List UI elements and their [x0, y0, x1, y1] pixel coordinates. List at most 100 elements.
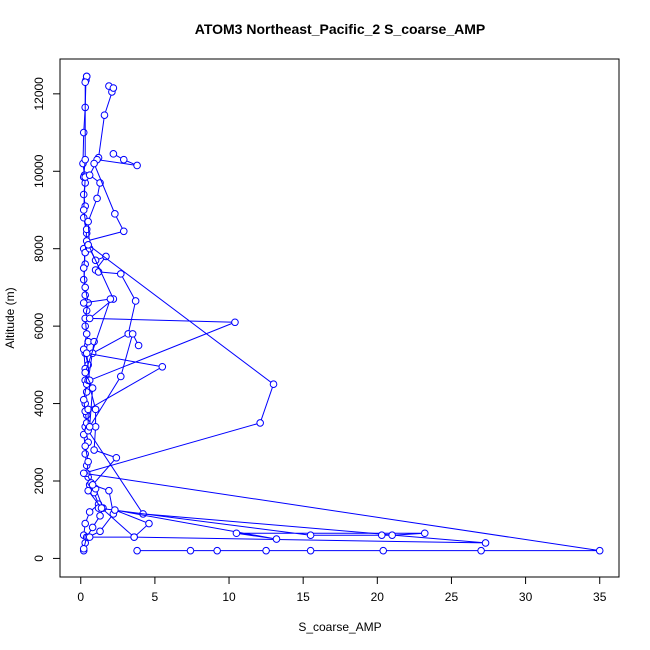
- data-point: [377, 531, 386, 539]
- data-point: [119, 155, 128, 164]
- data-point: [85, 508, 94, 516]
- y-axis: 0 2000 4000 6000 8000 10000 12000: [32, 77, 61, 562]
- data-point: [79, 395, 88, 404]
- series-line: [83, 298, 140, 428]
- data-point: [90, 446, 98, 454]
- data-point: [82, 349, 91, 358]
- data-point: [79, 206, 88, 214]
- data-point: [81, 519, 90, 528]
- data-point: [79, 299, 88, 307]
- data-point: [231, 318, 239, 327]
- data-point: [134, 341, 143, 350]
- x-axis-label: S_coarse_AMP: [298, 620, 381, 634]
- data-point: [81, 322, 90, 330]
- series-line: [87, 490, 425, 540]
- data-point: [79, 469, 88, 478]
- data-point: [85, 171, 94, 179]
- data-point: [96, 512, 104, 520]
- data-point: [477, 546, 485, 555]
- x-tick-label: 15: [296, 590, 310, 604]
- data-point: [82, 330, 91, 338]
- data-point: [379, 546, 388, 555]
- data-series: [79, 72, 107, 553]
- y-tick-label: 0: [32, 555, 46, 562]
- data-point: [111, 210, 119, 218]
- data-point: [84, 241, 92, 249]
- data-point: [85, 314, 94, 323]
- data-point: [145, 519, 153, 528]
- x-tick-label: 25: [445, 590, 459, 604]
- data-point: [232, 529, 241, 538]
- x-axis: 0 5 10 15 20 25 30 35: [77, 576, 607, 604]
- y-axis-label: Altitude (m): [3, 287, 17, 348]
- x-tick-label: 30: [519, 590, 533, 604]
- data-point: [133, 161, 141, 170]
- data-point: [213, 546, 221, 555]
- data-point: [79, 128, 88, 137]
- data-point: [106, 295, 115, 303]
- data-point: [102, 252, 110, 261]
- x-tick-label: 20: [371, 590, 385, 604]
- data-point: [84, 486, 92, 495]
- data-point: [85, 422, 94, 431]
- y-tick-label: 8000: [32, 235, 46, 262]
- data-point: [81, 442, 90, 450]
- data-point: [388, 531, 396, 539]
- data-point: [109, 84, 118, 92]
- data-point: [96, 527, 104, 536]
- data-point: [272, 535, 281, 543]
- x-tick-label: 10: [222, 590, 236, 604]
- y-tick-label: 12000: [32, 77, 46, 111]
- data-point: [481, 539, 490, 547]
- data-point: [79, 264, 88, 272]
- chart-title: ATOM3 Northeast_Pacific_2 S_coarse_AMP: [195, 21, 486, 37]
- data-point: [130, 533, 138, 541]
- data-point: [85, 533, 94, 541]
- data-point: [128, 330, 137, 338]
- data-point: [420, 529, 429, 538]
- data-point: [112, 453, 121, 462]
- series-layer: [79, 72, 604, 555]
- data-point: [131, 297, 140, 305]
- data-point: [306, 531, 315, 539]
- data-point: [100, 111, 109, 119]
- data-point: [88, 523, 97, 532]
- y-tick-label: 6000: [32, 312, 46, 339]
- data-point: [111, 506, 119, 514]
- data-point: [88, 384, 97, 392]
- data-point: [306, 546, 315, 555]
- data-point: [88, 481, 97, 489]
- data-point: [84, 457, 92, 466]
- data-point: [158, 362, 167, 371]
- data-point: [116, 372, 125, 381]
- x-tick-label: 5: [152, 590, 159, 604]
- data-series: [79, 295, 143, 431]
- data-point: [105, 486, 113, 495]
- data-point: [91, 405, 100, 414]
- data-point: [93, 194, 101, 203]
- data-point: [256, 419, 264, 427]
- data-point: [84, 217, 92, 226]
- data-point: [186, 546, 195, 555]
- data-point: [81, 283, 90, 292]
- data-point: [79, 275, 88, 284]
- data-point: [81, 368, 90, 377]
- data-point: [269, 380, 278, 389]
- data-point: [97, 504, 106, 512]
- x-tick-label: 35: [593, 590, 607, 604]
- data-point: [119, 227, 128, 236]
- data-point: [79, 544, 88, 553]
- data-point: [133, 546, 141, 555]
- data-point: [90, 159, 98, 168]
- y-tick-label: 4000: [32, 390, 46, 417]
- data-point: [81, 155, 90, 164]
- data-point: [81, 78, 90, 87]
- y-tick-label: 2000: [32, 467, 46, 494]
- data-point: [595, 546, 604, 555]
- data-point: [262, 546, 270, 555]
- data-point: [79, 190, 88, 199]
- y-tick-label: 10000: [32, 154, 46, 188]
- data-series: [84, 486, 429, 543]
